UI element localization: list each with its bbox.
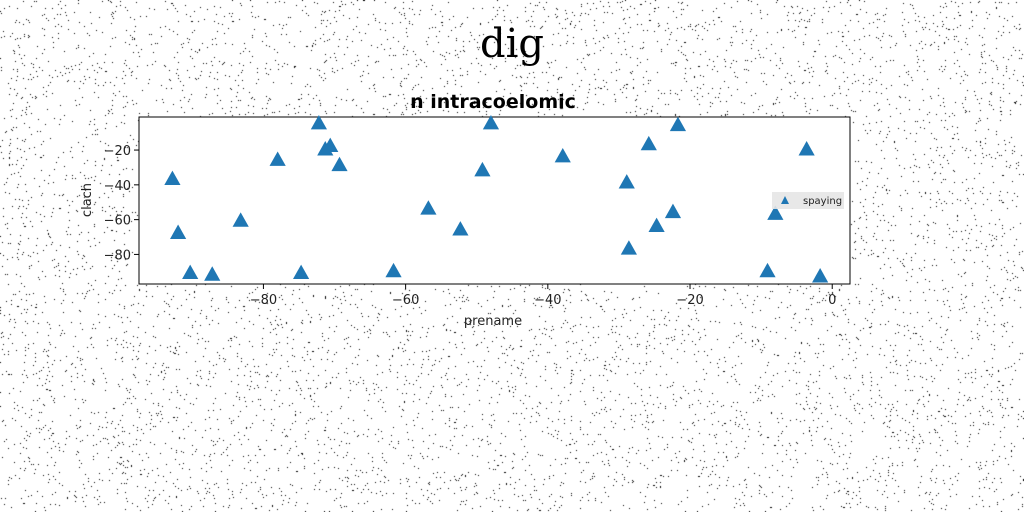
- data-points: [164, 114, 829, 283]
- data-point: [310, 114, 327, 130]
- data-point: [620, 240, 637, 255]
- x-tick-label: 0: [828, 293, 836, 308]
- data-point: [474, 161, 491, 177]
- x-axis: −80 −60 −40 −20 0: [250, 284, 836, 308]
- legend-label: spaying: [803, 196, 842, 207]
- data-point: [640, 135, 657, 151]
- data-point: [331, 156, 348, 172]
- data-point: [812, 268, 829, 283]
- data-point: [767, 205, 784, 220]
- data-point: [164, 170, 181, 186]
- plot-area: [138, 116, 851, 285]
- legend: spaying: [772, 192, 844, 209]
- data-point: [664, 203, 682, 219]
- data-point: [798, 141, 815, 156]
- data-point: [648, 217, 665, 232]
- data-point: [269, 151, 286, 166]
- data-point: [618, 174, 635, 189]
- data-point: [554, 148, 571, 163]
- x-tick-label: −60: [392, 293, 419, 308]
- chart-title: n intracoelomic: [410, 91, 576, 113]
- data-point: [293, 264, 310, 279]
- data-point: [232, 212, 249, 227]
- x-axis-label: prename: [464, 314, 522, 329]
- y-axis-label: clach: [80, 183, 95, 217]
- data-point: [385, 262, 402, 278]
- y-tick-label: −20: [104, 144, 131, 159]
- y-tick-label: −60: [104, 214, 131, 229]
- data-point: [322, 137, 339, 152]
- data-point: [420, 200, 437, 215]
- data-point: [170, 224, 187, 239]
- x-tick-label: −40: [534, 293, 561, 308]
- x-tick-label: −80: [250, 293, 277, 308]
- legend-marker-icon: [781, 196, 789, 204]
- data-point: [182, 264, 199, 279]
- page-title: dig: [479, 21, 544, 67]
- y-tick-label: −40: [104, 179, 131, 194]
- legend-box: [772, 192, 844, 209]
- data-point: [452, 221, 469, 236]
- y-tick-label: −80: [104, 248, 131, 263]
- y-axis: −20 −40 −60 −80: [104, 144, 139, 263]
- data-point: [204, 266, 221, 281]
- data-point: [669, 116, 687, 132]
- x-tick-label: −20: [676, 293, 703, 308]
- data-point: [482, 114, 500, 130]
- data-point: [759, 262, 776, 278]
